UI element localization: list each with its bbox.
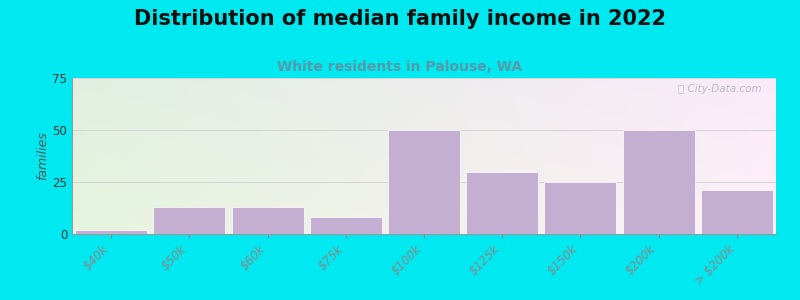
Text: Distribution of median family income in 2022: Distribution of median family income in … [134,9,666,29]
Bar [310,218,382,234]
Y-axis label: families: families [37,132,50,180]
Bar [388,130,460,234]
Bar [466,172,538,234]
Text: White residents in Palouse, WA: White residents in Palouse, WA [278,60,522,74]
Text: ⓘ City-Data.com: ⓘ City-Data.com [678,84,762,94]
Bar [622,130,694,234]
Bar [154,207,226,234]
Bar [701,190,773,234]
Bar [75,230,147,234]
Bar [231,207,303,234]
Bar [545,182,617,234]
